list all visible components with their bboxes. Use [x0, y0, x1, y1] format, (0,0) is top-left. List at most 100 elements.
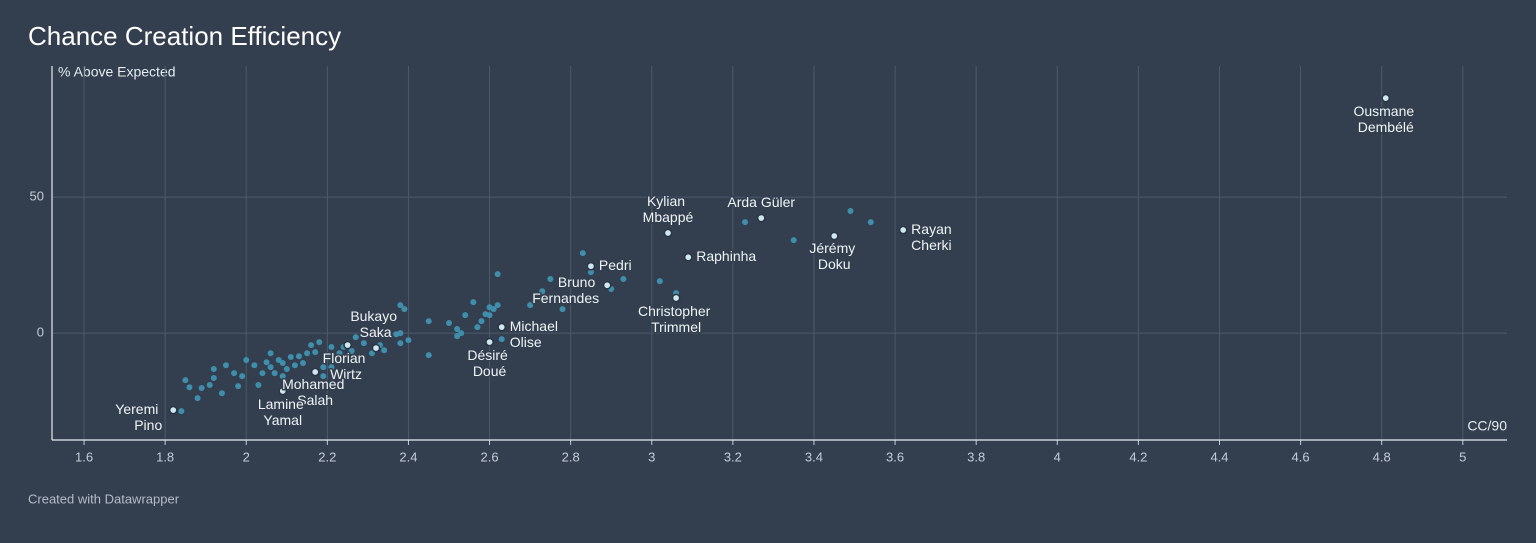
point [397, 340, 404, 347]
grid [51, 66, 1507, 445]
label-line: Rayan [911, 221, 955, 237]
point [210, 366, 217, 373]
point [474, 324, 481, 331]
labels: Ousmane Dembélé Rayan Cherki Jérémy Doku Ar… [114, 101, 1420, 434]
point [267, 364, 274, 371]
x-tick-label: 3.6 [886, 449, 904, 464]
label-line: Trimmel [651, 319, 701, 335]
label-line: Florian [323, 350, 370, 366]
point [446, 320, 453, 327]
point [742, 219, 749, 226]
highlight-point [663, 228, 673, 238]
points [168, 93, 1391, 415]
point [478, 318, 485, 325]
point [271, 370, 278, 377]
x-tick-label: 1.6 [75, 449, 93, 464]
label-line: Olise [510, 334, 542, 350]
point [482, 311, 489, 318]
label-line: Salah [297, 392, 333, 408]
label-line: Cherki [911, 237, 951, 253]
point [312, 349, 319, 356]
point-label: Mohamed Salah [282, 376, 348, 408]
point [186, 384, 193, 391]
point-label: Rayan Cherki [911, 221, 955, 253]
label-line: Dembélé [1358, 119, 1414, 135]
label-line: Mohamed [282, 376, 348, 392]
point [498, 336, 505, 343]
point [847, 207, 854, 214]
point-label: Lamine Yamal [258, 396, 308, 428]
highlight-point [683, 252, 693, 262]
point [231, 370, 238, 377]
point [368, 350, 375, 357]
x-tick-label: 2 [243, 449, 250, 464]
point [295, 353, 302, 360]
point-label: Jérémy Doku [809, 240, 859, 272]
point [287, 354, 294, 361]
x-tick-label: 2.4 [399, 449, 417, 464]
point [486, 304, 493, 311]
label-line: Doku [818, 256, 851, 272]
point [328, 364, 335, 371]
point [587, 269, 594, 276]
highlight-point [671, 293, 681, 303]
point-label: Yeremi Pino [115, 401, 162, 433]
highlight-point [756, 213, 766, 223]
point [620, 275, 627, 282]
point [397, 302, 404, 309]
highlight-point [310, 367, 320, 377]
chart-title: Chance Creation Efficiency [28, 21, 341, 51]
point [316, 339, 323, 346]
point [279, 373, 286, 380]
point [267, 350, 274, 357]
x-tick-label: 3.4 [805, 449, 823, 464]
point [470, 299, 477, 306]
point [547, 275, 554, 282]
point [218, 390, 225, 397]
y-axis-label: % Above Expected [58, 64, 176, 80]
point [178, 408, 185, 415]
point [291, 362, 298, 369]
highlight-point [485, 337, 494, 347]
point [401, 306, 408, 313]
highlight-point [278, 386, 288, 396]
point [867, 219, 874, 226]
y-tick-label: 0 [37, 325, 44, 340]
point [527, 302, 534, 309]
point-label: Bruno Fernandes [532, 274, 599, 306]
point [300, 360, 307, 367]
point [462, 312, 469, 319]
label-line: Lamine [258, 396, 308, 412]
point [320, 373, 327, 380]
point [304, 350, 311, 357]
x-tick-label: 5 [1459, 449, 1466, 464]
label-line: Saka [360, 324, 392, 340]
point-label: Désiré Doué [467, 347, 511, 379]
label-line: Yeremi [115, 401, 162, 417]
point [579, 250, 586, 257]
point [243, 357, 250, 364]
point [239, 373, 246, 380]
label-line: Désiré [467, 347, 511, 363]
x-tick-label: 4.6 [1292, 449, 1310, 464]
point [210, 374, 217, 381]
point [328, 343, 335, 350]
x-tick-label: 4.8 [1373, 449, 1391, 464]
point [539, 288, 546, 295]
highlight-point [829, 231, 839, 241]
x-axis-label: CC/90 [1467, 418, 1507, 434]
point [324, 355, 331, 362]
label-line: Michael [510, 318, 562, 334]
label-line: Christopher [638, 303, 714, 319]
highlight-point [898, 225, 908, 235]
point-label: Ousmane Dembélé [1353, 103, 1418, 135]
point [381, 347, 388, 354]
point [198, 385, 205, 392]
point [235, 383, 242, 390]
point [454, 333, 461, 340]
label-line: Doué [473, 363, 507, 379]
highlight-point [497, 322, 507, 332]
point [494, 271, 501, 278]
x-tick-label: 4.4 [1210, 449, 1228, 464]
